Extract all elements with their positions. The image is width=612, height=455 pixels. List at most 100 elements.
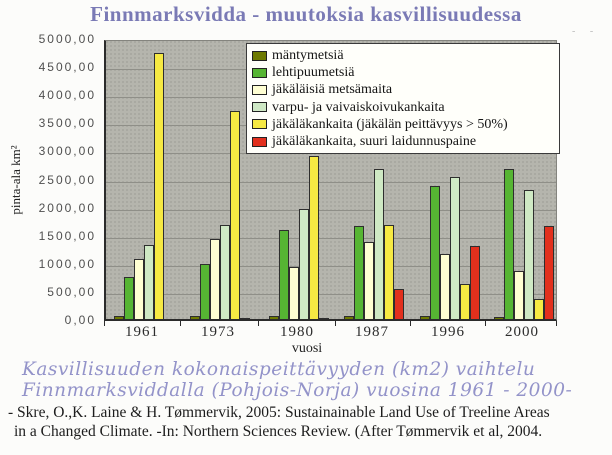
bar (144, 245, 154, 319)
x-tick-label: 1980 (280, 324, 314, 340)
x-tick-label: 1996 (431, 324, 465, 340)
bar (514, 271, 524, 319)
legend-swatch-icon (252, 84, 267, 95)
legend-label: lehtipuumetsiä (272, 65, 355, 81)
legend-row: lehtipuumetsiä (252, 64, 557, 81)
legend-swatch-icon (252, 136, 267, 147)
y-tick-label: 1000,00 (38, 256, 96, 271)
gridline (106, 181, 556, 183)
legend-label: jäkäläkankaita, suuri laidunnuspaine (272, 134, 477, 150)
legend-row: varpu- ja vaivaiskoivukankaita (252, 99, 557, 116)
bar (450, 177, 460, 319)
bar-group-1973 (190, 111, 250, 319)
legend-label: jäkäläisiä metsämaita (272, 82, 393, 98)
bar (430, 186, 440, 319)
axis-tick (104, 321, 105, 326)
reference: - Skre, O.,K. Laine & H. Tømmervik, 2005… (8, 403, 550, 441)
y-tick-label: 2000,00 (38, 200, 96, 215)
y-tick-label: 5000,00 (38, 32, 96, 46)
bar-group-1987 (344, 169, 404, 319)
y-tick-label: 4500,00 (38, 60, 96, 75)
bar (279, 230, 289, 319)
axis-tick (556, 321, 557, 326)
axis-tick (180, 321, 181, 326)
axis-tick (485, 321, 486, 326)
plot-area: mäntymetsiä lehtipuumetsiä jäkäläisiä mets… (104, 40, 560, 321)
legend: mäntymetsiä lehtipuumetsiä jäkäläisiä mets… (246, 43, 560, 155)
bar (210, 239, 220, 319)
legend-label: jäkäläkankaita (jäkälän peittävyys > 50%… (272, 116, 508, 132)
legend-swatch-icon (252, 67, 267, 78)
legend-swatch-icon (252, 50, 267, 61)
bar (374, 169, 384, 319)
y-tick-label: 2500,00 (38, 172, 96, 187)
bar (364, 242, 374, 319)
bar (230, 111, 240, 319)
reference-line2: in a Changed Climate. -In: Northern Scie… (14, 423, 543, 440)
legend-swatch-icon (252, 119, 267, 130)
bar (289, 267, 299, 319)
gridline (106, 209, 556, 211)
axis-tick (257, 321, 259, 326)
bar (544, 226, 554, 319)
y-tick-label: 500,00 (47, 284, 96, 299)
bar (534, 299, 544, 319)
bar (190, 316, 200, 319)
bar (344, 316, 354, 319)
bar (470, 246, 480, 319)
bar (134, 259, 144, 319)
x-tick-label: 2000 (505, 324, 539, 340)
bar (319, 318, 329, 319)
legend-row: jäkäläkankaita (jäkälän peittävyys > 50%… (252, 116, 557, 133)
legend-swatch-icon (252, 102, 267, 113)
bar (460, 284, 470, 319)
bar (200, 264, 210, 319)
axis-tick (334, 321, 336, 326)
bar (114, 316, 124, 319)
axis-tick (410, 321, 411, 326)
x-tick-label: 1987 (355, 324, 389, 340)
bar (524, 190, 534, 319)
y-tick-label: 4000,00 (38, 88, 96, 103)
y-tick-label: 3500,00 (38, 116, 96, 131)
bar (440, 254, 450, 319)
legend-label: mäntymetsiä (272, 48, 344, 64)
bar (504, 169, 514, 319)
bar (394, 289, 404, 319)
bar (154, 53, 164, 319)
bar (420, 316, 430, 319)
caption-line2: Finnmarksviddalla (Pohjois-Norja) vuosin… (22, 380, 573, 401)
x-axis-title: vuosi (291, 341, 323, 356)
bar-group-1980 (269, 156, 329, 319)
gridline (106, 265, 556, 267)
bar (124, 277, 134, 319)
y-tick-label: 0,00 (64, 313, 96, 327)
legend-row: jäkäläkankaita, suuri laidunnuspaine (252, 133, 557, 150)
x-tick-label: 1973 (201, 324, 235, 340)
x-tick-label: 1961 (125, 324, 159, 340)
gridline (106, 293, 556, 295)
legend-label: varpu- ja vaivaiskoivukankaita (272, 99, 445, 115)
bar (384, 225, 394, 319)
bar-group-1961 (114, 53, 174, 319)
bar (269, 316, 279, 319)
gridline (106, 237, 556, 239)
bar (494, 317, 504, 319)
bar-group-2000 (494, 169, 554, 319)
bar (299, 209, 309, 319)
caption-line1: Kasvillisuuden kokonaispeittävyyden (km2… (22, 359, 536, 380)
legend-row: jäkäläisiä metsämaita (252, 81, 557, 98)
y-tick-label: 1500,00 (38, 228, 96, 243)
chart-title: Finnmarksvidda - muutoksia kasvillisuude… (90, 2, 522, 26)
legend-row: mäntymetsiä (252, 47, 557, 64)
y-tick-label: 3000,00 (38, 144, 96, 159)
scan-artifact: - - (572, 26, 600, 37)
reference-line1: - Skre, O.,K. Laine & H. Tømmervik, 2005… (8, 404, 550, 421)
bar-group-1996 (420, 177, 480, 319)
bar (220, 225, 230, 319)
bar (354, 226, 364, 319)
bar (240, 318, 250, 319)
bar (309, 156, 319, 319)
caption: Kasvillisuuden kokonaispeittävyyden (km2… (22, 359, 572, 401)
